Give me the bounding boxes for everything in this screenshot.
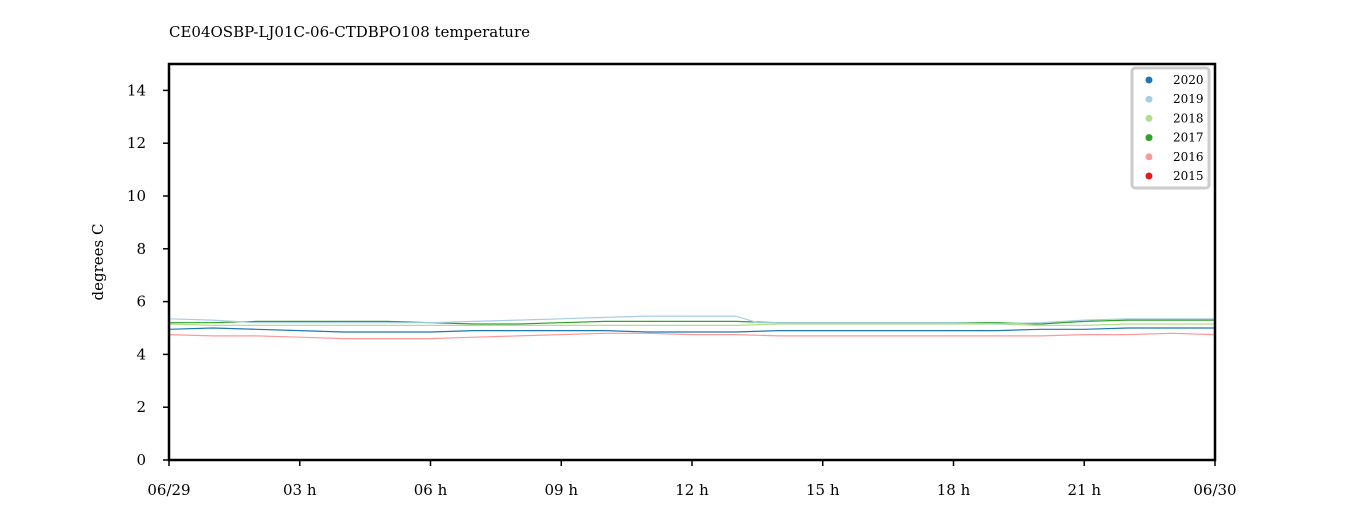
x-tick-label: 15 h	[806, 481, 840, 499]
plot-frame	[167, 62, 1217, 462]
legend-marker-2018	[1145, 114, 1153, 122]
y-axis-label: degrees C	[89, 224, 107, 301]
x-axis: 06/29 03 h 06 h 09 h 12 h 15 h 18 h 21 h 06/30	[147, 460, 1237, 499]
legend-marker-2019	[1145, 95, 1153, 103]
legend-marker-2020	[1145, 76, 1153, 84]
series-2019-line	[168, 315, 1215, 325]
legend-label-2019: 2019	[1173, 92, 1204, 106]
chart-title: CE04OSBP-LJ01C-06-CTDBPO108 temperature	[169, 23, 530, 41]
legend-marker-2015	[1145, 172, 1153, 180]
x-tick-label: 06 h	[414, 481, 448, 499]
legend-marker-2016	[1145, 153, 1153, 161]
legend-label-2017: 2017	[1173, 131, 1204, 145]
x-tick-label: 06/30	[1193, 481, 1236, 499]
y-tick-label: 8	[136, 240, 146, 258]
y-tick-label: 4	[136, 345, 146, 363]
x-tick-label: 18 h	[937, 481, 971, 499]
y-tick-label: 2	[136, 398, 146, 416]
y-tick-label: 0	[136, 451, 146, 469]
legend-label-2018: 2018	[1173, 111, 1204, 125]
y-axis: 0 2 4 6 8 10 12 14	[127, 81, 169, 469]
series-2017-line	[169, 319, 1215, 325]
series-2016-line	[168, 332, 1216, 340]
y-tick-label: 6	[136, 293, 146, 311]
x-tick-label: 09 h	[544, 481, 578, 499]
series-2018-line	[168, 323, 1215, 326]
legend-label-2020: 2020	[1173, 73, 1204, 87]
y-tick-label: 14	[127, 81, 146, 99]
x-tick-label: 03 h	[283, 481, 317, 499]
series-layer	[168, 315, 1216, 340]
legend-marker-2017	[1145, 134, 1153, 142]
legend-label-2016: 2016	[1173, 150, 1204, 164]
series-2020-line	[168, 327, 1215, 333]
y-tick-label: 10	[127, 187, 146, 205]
legend: 2020 2019 2018 2017 2016 2015	[1130, 66, 1211, 190]
x-tick-label: 12 h	[675, 481, 709, 499]
y-tick-label: 12	[127, 134, 146, 152]
legend-label-2015: 2015	[1173, 169, 1204, 183]
x-tick-label: 21 h	[1067, 481, 1101, 499]
x-tick-label: 06/29	[147, 481, 190, 499]
